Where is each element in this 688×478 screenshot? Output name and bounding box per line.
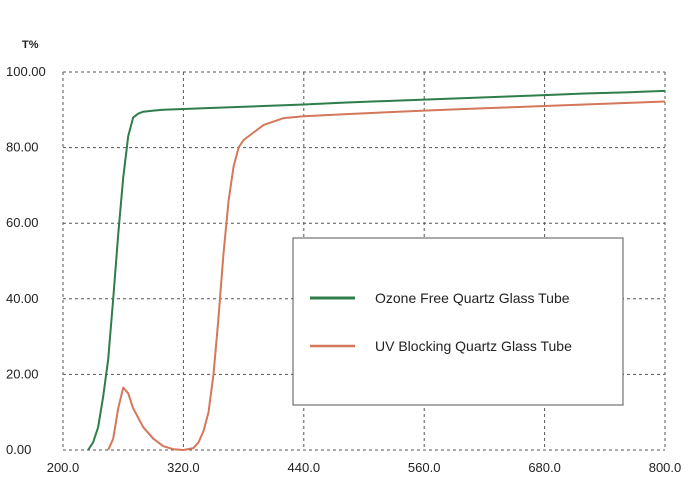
series-line-uv-blocking [107, 100, 666, 451]
legend-label-ozone-free: Ozone Free Quartz Glass Tube [375, 290, 570, 306]
y-tick-label: 100.00 [6, 64, 46, 79]
x-tick-label: 800.0 [649, 460, 682, 475]
x-tick-label: 560.0 [408, 460, 441, 475]
x-tick-label: 440.0 [288, 460, 321, 475]
legend-box [292, 237, 624, 406]
y-tick-label: 40.00 [6, 291, 39, 306]
y-tick-label: 0.00 [6, 442, 31, 457]
x-tick-label: 320.0 [167, 460, 200, 475]
legend-label-uv-blocking: UV Blocking Quartz Glass Tube [375, 338, 572, 354]
series-lines [87, 89, 666, 451]
y-axis-label: T% [22, 39, 39, 51]
y-tick-label: 80.00 [6, 140, 39, 155]
series-line-ozone-free [87, 89, 666, 451]
x-tick-label: 200.0 [47, 460, 80, 475]
y-tick-label: 20.00 [6, 366, 39, 381]
axis-ticks: 200.0 320.0 440.0 560.0 680.0 800.0 0.00 20.00 4… [6, 64, 681, 475]
x-tick-label: 680.0 [528, 460, 561, 475]
y-tick-label: 60.00 [6, 215, 39, 230]
legend: Ozone Free Quartz Glass Tube UV Blocking… [292, 237, 624, 406]
